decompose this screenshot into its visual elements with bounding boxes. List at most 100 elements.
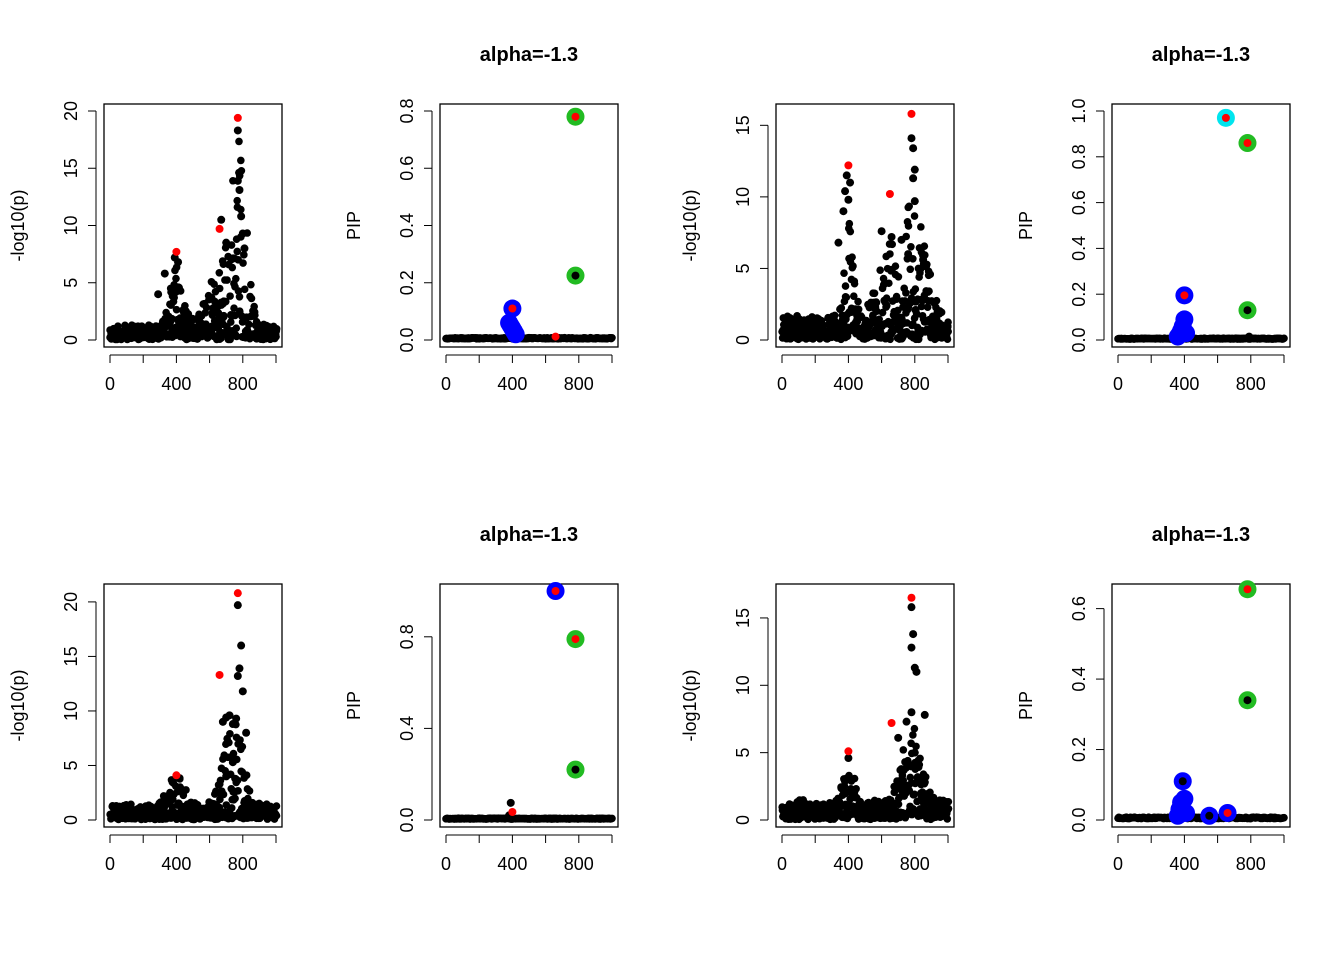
snp-point xyxy=(840,269,848,277)
snp-point xyxy=(230,304,238,313)
snp-point xyxy=(872,307,881,316)
credible-set-inner-point xyxy=(1221,113,1230,122)
snp-point xyxy=(182,786,190,794)
x-tick-label: 400 xyxy=(1169,854,1199,874)
snp-point xyxy=(894,733,903,742)
snp-point xyxy=(892,293,901,302)
snp-point xyxy=(233,672,242,681)
snp-point xyxy=(228,263,237,272)
y-tick-label: 10 xyxy=(733,187,753,207)
snp-point xyxy=(910,212,919,220)
y-tick-label: 0.2 xyxy=(397,270,417,295)
snp-point xyxy=(160,269,169,278)
panel-4: alpha=-1.3 0 400 800 0.0 0.2 0.4 0.6 0.8 1.0 PIP xyxy=(1016,44,1291,394)
y-tick-label: 0.8 xyxy=(397,98,417,123)
snp-point xyxy=(902,289,910,297)
panel-title: alpha=-1.3 xyxy=(480,44,578,66)
x-tick-label: 400 xyxy=(497,854,527,874)
snp-point xyxy=(217,215,226,224)
plot-frame xyxy=(439,103,619,348)
panel-title: alpha=-1.3 xyxy=(1152,44,1250,66)
snp-point xyxy=(920,710,929,719)
credible-set-inner-point xyxy=(1173,332,1182,341)
snp-point xyxy=(894,272,903,281)
snp-point xyxy=(819,321,828,330)
y-tick-label: 0.6 xyxy=(397,156,417,181)
causal-snp-point xyxy=(907,593,916,602)
y-axis-label: -log10(p) xyxy=(680,669,700,741)
credible-set-inner-point xyxy=(1243,306,1252,315)
snp-point xyxy=(245,320,253,329)
data-points xyxy=(778,109,952,344)
snp-point xyxy=(841,187,850,196)
snp-point xyxy=(907,242,915,251)
panel-5: 0 400 800 0 5 10 15 20 -log10(p) xyxy=(8,583,283,874)
snp-point xyxy=(911,285,920,293)
snp-point xyxy=(904,250,913,259)
snp-point xyxy=(925,287,933,296)
snp-point xyxy=(905,202,913,211)
causal-snp-point xyxy=(508,807,517,816)
snp-point xyxy=(237,156,245,165)
snp-point xyxy=(943,815,952,823)
snp-point xyxy=(235,137,243,146)
x-tick-label: 400 xyxy=(833,854,863,874)
y-axis-label: -log10(p) xyxy=(8,669,28,741)
plot-frame xyxy=(775,583,955,828)
snp-point xyxy=(227,804,236,812)
snp-point xyxy=(202,303,211,312)
x-tick-label: 800 xyxy=(1236,374,1266,394)
y-tick-label: 15 xyxy=(733,115,753,135)
x-tick-label: 800 xyxy=(900,374,930,394)
causal-snp-point xyxy=(233,113,242,122)
snp-point xyxy=(910,790,919,799)
snp-point xyxy=(883,301,891,310)
snp-point xyxy=(912,667,921,676)
y-tick-label: 0.0 xyxy=(1069,327,1089,352)
snp-point xyxy=(848,253,856,261)
snp-point xyxy=(886,250,894,258)
snp-point xyxy=(215,284,224,293)
x-tick-label: 0 xyxy=(441,854,451,874)
snp-point xyxy=(910,748,919,757)
plot-frame xyxy=(439,583,619,828)
plot-frame xyxy=(103,103,283,348)
y-tick-label: 10 xyxy=(733,675,753,695)
snp-point xyxy=(174,258,183,267)
snp-point xyxy=(915,760,924,769)
y-tick-label: 0 xyxy=(733,815,753,825)
y-tick-label: 5 xyxy=(61,760,81,770)
y-tick-label: 20 xyxy=(61,592,81,612)
snp-point xyxy=(272,802,281,810)
snp-point xyxy=(272,332,280,341)
snp-point xyxy=(844,195,853,204)
y-tick-label: 20 xyxy=(61,101,81,121)
snp-point xyxy=(232,324,241,332)
panel-8: alpha=-1.3 0 400 800 0.0 0.2 0.4 0.6 PIP xyxy=(1016,524,1291,874)
snp-point xyxy=(849,262,857,270)
credible-set-inner-point xyxy=(1178,777,1187,786)
y-tick-label: 0.2 xyxy=(1069,282,1089,307)
panel-title: alpha=-1.3 xyxy=(480,524,578,546)
snp-point xyxy=(250,302,258,311)
snp-point xyxy=(237,212,246,221)
snp-point xyxy=(830,311,839,320)
credible-set-inner-point xyxy=(1243,696,1252,705)
credible-set-inner-point xyxy=(571,635,580,644)
snp-point xyxy=(233,126,242,135)
snp-point xyxy=(877,227,886,236)
snp-point xyxy=(904,222,913,230)
snp-point xyxy=(897,235,906,244)
snp-point xyxy=(907,134,916,143)
snp-point xyxy=(902,717,911,726)
causal-snp-point xyxy=(885,190,894,199)
snp-point xyxy=(852,785,860,793)
plot-frame xyxy=(103,583,283,828)
snp-point xyxy=(170,293,178,302)
x-tick-label: 0 xyxy=(777,374,787,394)
credible-set-inner-point xyxy=(1205,811,1214,820)
x-tick-label: 0 xyxy=(1113,374,1123,394)
y-tick-label: 0.0 xyxy=(397,327,417,352)
y-tick-label: 0.4 xyxy=(1069,667,1089,692)
